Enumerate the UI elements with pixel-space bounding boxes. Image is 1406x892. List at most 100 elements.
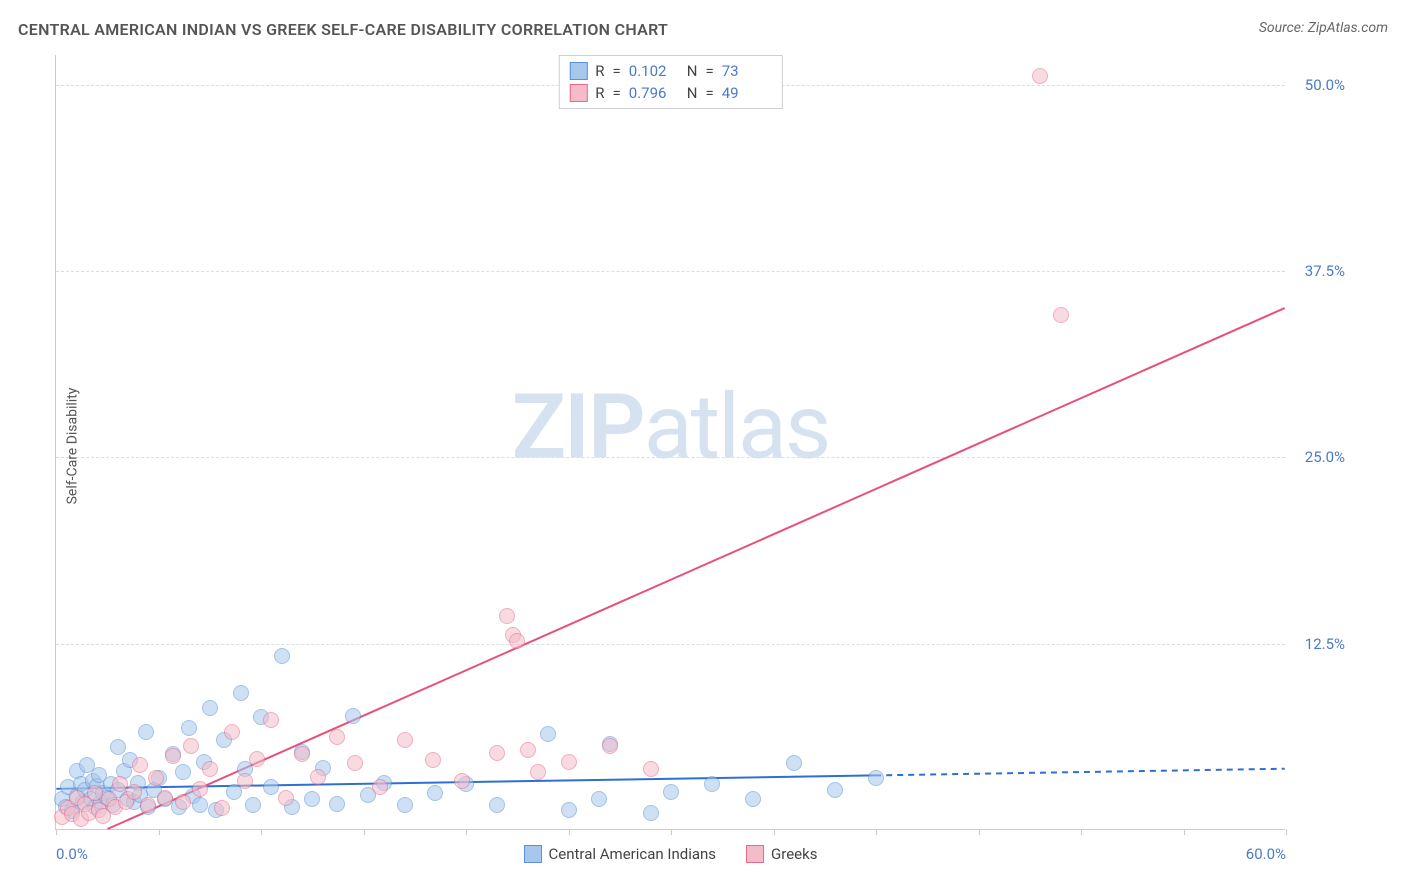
scatter-marker [132, 757, 148, 773]
scatter-marker [181, 720, 197, 736]
plot-area: ZIPatlas 12.5%25.0%37.5%50.0% 0.0%60.0% … [55, 55, 1285, 830]
n-value-1: 73 [722, 62, 772, 80]
scatter-marker [237, 773, 253, 789]
scatter-marker [274, 648, 290, 664]
x-tick [774, 829, 775, 835]
swatch-series-2 [569, 84, 587, 102]
scatter-marker [233, 685, 249, 701]
scatter-marker [310, 769, 326, 785]
y-tick-label: 25.0% [1305, 448, 1345, 466]
scatter-marker [175, 764, 191, 780]
scatter-marker [126, 784, 142, 800]
scatter-marker [183, 738, 199, 754]
n-value-2: 49 [722, 84, 772, 102]
scatter-marker [643, 761, 659, 777]
eq: = [705, 62, 713, 80]
scatter-marker [499, 608, 515, 624]
legend-item-2: Greeks [746, 845, 817, 863]
scatter-marker [192, 797, 208, 813]
x-tick [671, 829, 672, 835]
scatter-marker [148, 770, 164, 786]
scatter-marker [110, 739, 126, 755]
scatter-marker [245, 797, 261, 813]
legend-label-1: Central American Indians [549, 845, 717, 863]
x-tick [569, 829, 570, 835]
scatter-marker [214, 800, 230, 816]
x-tick-label: 0.0% [56, 845, 88, 863]
scatter-marker [489, 745, 505, 761]
scatter-marker [345, 708, 361, 724]
scatter-marker [520, 742, 536, 758]
stats-row-series-1: R = 0.102 N = 73 [569, 60, 771, 82]
legend-swatch-1 [524, 845, 542, 863]
scatter-marker [192, 781, 208, 797]
scatter-marker [561, 754, 577, 770]
scatter-marker [263, 779, 279, 795]
x-tick [1081, 829, 1082, 835]
trend-line-extension [875, 769, 1284, 776]
eq: = [613, 84, 621, 102]
swatch-series-1 [569, 62, 587, 80]
scatter-marker [1053, 307, 1069, 323]
scatter-marker [745, 791, 761, 807]
trend-lines [56, 55, 1285, 829]
scatter-marker [202, 700, 218, 716]
source-attribution: Source: ZipAtlas.com [1259, 20, 1388, 36]
scatter-marker [786, 755, 802, 771]
n-label: N [687, 62, 698, 80]
scatter-marker [427, 785, 443, 801]
trend-line [107, 308, 1284, 829]
scatter-marker [454, 773, 470, 789]
scatter-marker [372, 779, 388, 795]
legend-swatch-2 [746, 845, 764, 863]
scatter-marker [278, 790, 294, 806]
watermark-zip: ZIP [512, 374, 644, 479]
r-value-1: 0.102 [629, 62, 679, 80]
chart-title: CENTRAL AMERICAN INDIAN VS GREEK SELF-CA… [18, 20, 668, 39]
scatter-marker [202, 761, 218, 777]
r-label: R [595, 62, 604, 80]
gridline [56, 457, 1285, 458]
x-tick [56, 829, 57, 835]
y-tick-label: 37.5% [1305, 262, 1345, 280]
x-tick [261, 829, 262, 835]
x-tick-label: 60.0% [1246, 845, 1286, 863]
scatter-marker [329, 796, 345, 812]
legend-item-1: Central American Indians [524, 845, 717, 863]
scatter-marker [304, 791, 320, 807]
y-tick-label: 50.0% [1305, 76, 1345, 94]
eq: = [613, 62, 621, 80]
x-tick [159, 829, 160, 835]
scatter-marker [602, 738, 618, 754]
x-tick [1286, 829, 1287, 835]
y-axis-label: Self-Care Disability [64, 388, 80, 505]
r-label: R [595, 84, 604, 102]
scatter-marker [157, 790, 173, 806]
gridline [56, 271, 1285, 272]
watermark-atlas: atlas [644, 374, 830, 479]
r-value-2: 0.796 [629, 84, 679, 102]
scatter-marker [591, 791, 607, 807]
scatter-marker [294, 746, 310, 762]
scatter-marker [175, 794, 191, 810]
stats-legend: R = 0.102 N = 73 R = 0.796 N = 49 [558, 55, 782, 109]
scatter-marker [425, 752, 441, 768]
scatter-marker [329, 729, 345, 745]
scatter-marker [347, 755, 363, 771]
scatter-marker [397, 732, 413, 748]
scatter-marker [509, 633, 525, 649]
scatter-marker [263, 712, 279, 728]
scatter-marker [540, 726, 556, 742]
scatter-marker [643, 805, 659, 821]
x-tick [876, 829, 877, 835]
n-label: N [687, 84, 698, 102]
scatter-marker [561, 802, 577, 818]
scatter-marker [868, 770, 884, 786]
scatter-marker [249, 751, 265, 767]
scatter-marker [397, 797, 413, 813]
gridline [56, 644, 1285, 645]
scatter-marker [140, 797, 156, 813]
legend-label-2: Greeks [771, 845, 817, 863]
scatter-marker [138, 724, 154, 740]
scatter-marker [489, 797, 505, 813]
